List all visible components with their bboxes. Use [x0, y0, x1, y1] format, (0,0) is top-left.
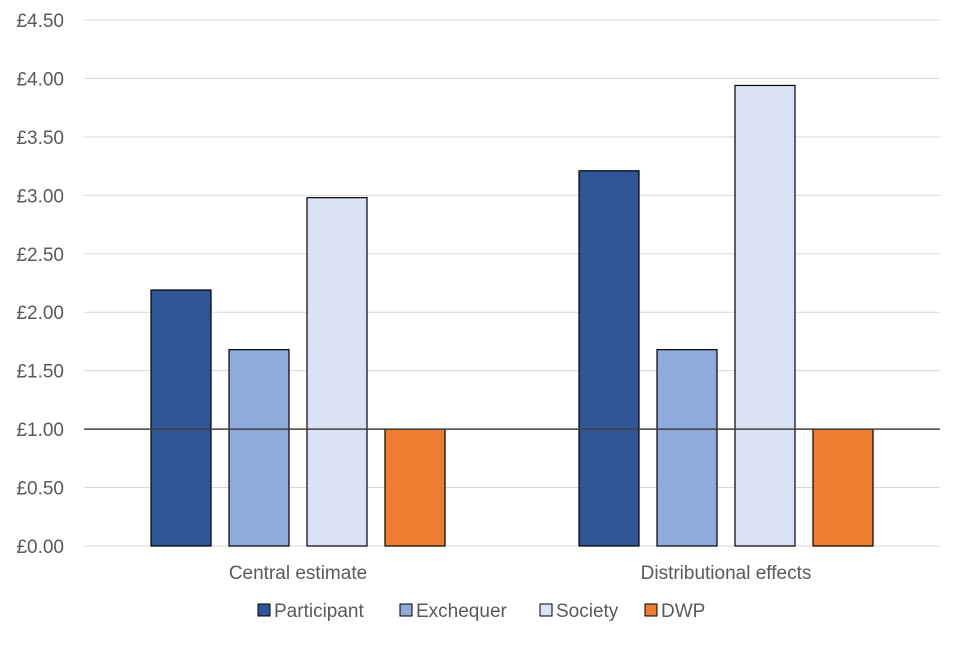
- legend-swatch-participant: [257, 603, 271, 617]
- bar-dwp-1: [384, 428, 446, 547]
- legend-label-exchequer: Exchequer: [416, 601, 508, 622]
- legend-label-dwp: DWP: [661, 601, 705, 622]
- bar-society-1: [306, 197, 368, 547]
- legend-swatch-exchequer: [399, 603, 413, 617]
- y-tick-label: £1.50: [16, 362, 64, 383]
- legend-label-society: Society: [556, 601, 619, 622]
- y-tick-label: £1.00: [16, 420, 64, 441]
- bar-exchequer-1: [228, 349, 290, 547]
- x-tick-label: Distributional effects: [641, 563, 812, 584]
- x-axis-category-labels: Central estimate Distributional effects: [229, 563, 812, 584]
- y-tick-label: £2.50: [16, 245, 64, 266]
- bar-society-2: [734, 84, 796, 547]
- y-tick-label: £3.00: [16, 186, 64, 207]
- legend-swatch-dwp: [644, 603, 658, 617]
- y-tick-label: £4.00: [16, 69, 64, 90]
- y-tick-label: £0.00: [16, 537, 64, 558]
- y-tick-label: £0.50: [16, 479, 64, 500]
- legend-label-participant: Participant: [274, 601, 364, 622]
- legend-swatch-society: [539, 603, 553, 617]
- y-tick-label: £3.50: [16, 128, 64, 149]
- y-tick-label: £4.50: [16, 11, 64, 32]
- bar-participant-2: [578, 170, 640, 547]
- bar-dwp-2: [812, 428, 874, 547]
- y-axis-tick-labels: £0.00 £0.50 £1.00 £1.50 £2.00 £2.50 £3.00 £3.50…: [16, 11, 64, 558]
- bar-participant-1: [150, 289, 212, 547]
- bar-exchequer-2: [656, 349, 718, 547]
- gridlines: [84, 19, 940, 547]
- legend: Participant Exchequer Society DWP: [257, 601, 705, 622]
- x-tick-label: Central estimate: [229, 563, 367, 584]
- bars: [150, 84, 874, 547]
- y-tick-label: £2.00: [16, 303, 64, 324]
